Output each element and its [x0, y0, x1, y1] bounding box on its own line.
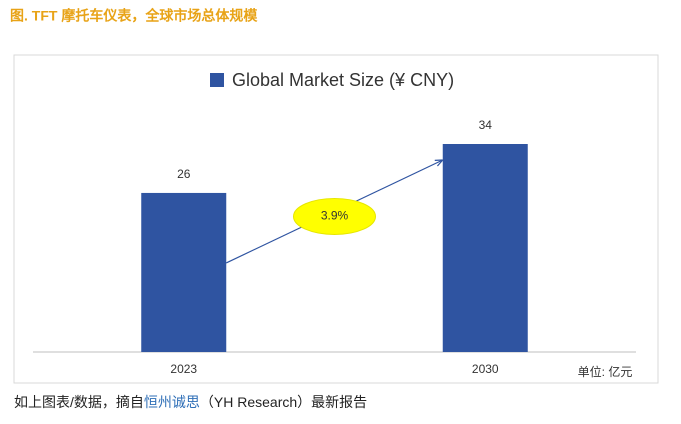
value-label: 34 [479, 118, 493, 132]
legend-label: Global Market Size (¥ CNY) [232, 70, 454, 90]
page-title: 图. TFT 摩托车仪表，全球市场总体规模 [10, 8, 258, 24]
legend-swatch [210, 73, 224, 87]
growth-label: 3.9% [321, 209, 349, 223]
value-label: 26 [177, 167, 191, 181]
bar [141, 192, 227, 352]
unit-label: 单位: 亿元 [578, 364, 633, 379]
caption-brand: 恒州诚思 [144, 394, 200, 410]
x-tick-label: 2030 [472, 362, 499, 376]
x-tick-label: 2023 [170, 362, 197, 376]
bar [442, 144, 528, 352]
growth-badge [293, 197, 376, 235]
caption-text: 如上图表/数据，摘自 [14, 394, 144, 410]
caption-text: （YH Research）最新报告 [200, 394, 367, 410]
arrow-head [434, 159, 444, 167]
caption: 如上图表/数据，摘自恒州诚思（YH Research）最新报告 [14, 394, 367, 410]
